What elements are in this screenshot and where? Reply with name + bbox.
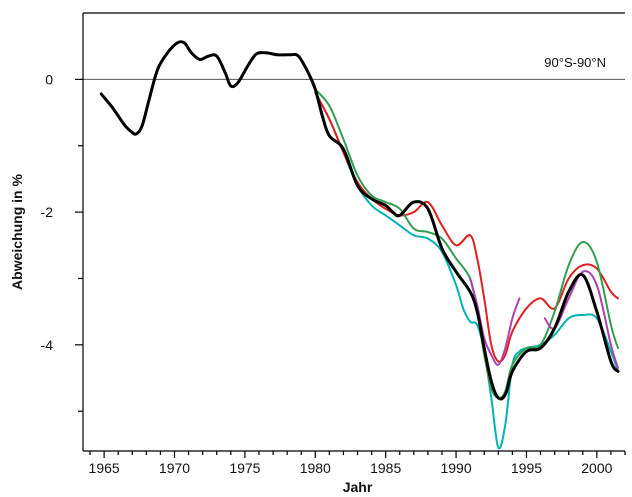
x-tick-label: 1975 bbox=[229, 460, 260, 476]
series-line-6 bbox=[99, 40, 620, 401]
x-tick-label: 1970 bbox=[159, 460, 190, 476]
region-label: 90°S-90°N bbox=[544, 55, 606, 70]
series-line-3 bbox=[314, 88, 619, 400]
series-line-4 bbox=[469, 277, 521, 366]
series-layer bbox=[99, 40, 620, 450]
x-tick-label: 1990 bbox=[440, 460, 471, 476]
x-tick-label: 2000 bbox=[581, 460, 612, 476]
x-tick-label: 1995 bbox=[511, 460, 542, 476]
x-axis-title: Jahr bbox=[343, 479, 373, 495]
series-line-2 bbox=[314, 91, 619, 363]
y-tick-label: 0 bbox=[45, 71, 53, 87]
y-tick-label: -2 bbox=[41, 204, 54, 220]
x-tick-label: 1985 bbox=[370, 460, 401, 476]
x-tick-label: 1965 bbox=[89, 460, 120, 476]
y-tick-label: -4 bbox=[41, 337, 54, 353]
y-axis-title: Abweichung in % bbox=[9, 174, 25, 290]
axes: 1965 1970 1975 1980 1985 1990 1995 2000 0 -2 -4 bbox=[41, 12, 626, 476]
x-tick-label: 1980 bbox=[300, 460, 331, 476]
